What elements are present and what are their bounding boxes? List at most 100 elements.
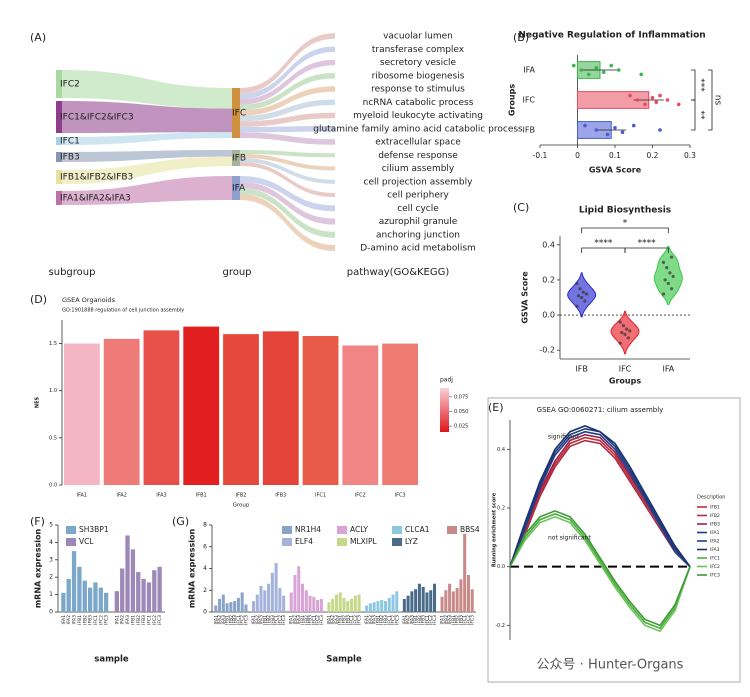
x-tick-label: IFC2 <box>353 615 359 625</box>
chart-title: GSEA Organoids <box>62 296 116 304</box>
sankey-flow <box>62 101 232 133</box>
legend-label: NR1H4 <box>295 525 321 534</box>
y-tick-label: 0.0 <box>49 483 57 489</box>
legend-swatch <box>282 526 292 534</box>
line <box>509 515 691 633</box>
legend-swatch <box>282 538 292 546</box>
x-tick-label: IFB3 <box>270 615 276 625</box>
violin <box>567 272 597 318</box>
bar <box>444 590 448 612</box>
x-tick-label: IFB3 <box>421 615 427 625</box>
bar <box>157 566 162 612</box>
x-tick-label: IFB3 <box>232 615 238 625</box>
pathway-label: anchoring junction <box>376 230 460 240</box>
legend-swatch <box>66 538 76 546</box>
data-point <box>669 255 674 259</box>
line <box>509 425 691 568</box>
x-tick-label: IFB3 <box>141 615 147 625</box>
bar <box>240 592 244 612</box>
x-tick-label: IFB2 <box>236 493 247 499</box>
x-tick-label: IFC1 <box>387 615 393 625</box>
legend-swatch <box>447 526 457 534</box>
bar <box>327 602 331 612</box>
data-point <box>620 130 625 134</box>
sankey-node <box>56 70 62 98</box>
pathway-label: myeloid leukocyte activating <box>353 111 483 121</box>
data-point <box>650 96 655 100</box>
pathway-label: secretory vesicle <box>380 58 457 68</box>
x-tick-label: IFA3 <box>409 615 415 625</box>
x-tick-label: IFA1 <box>213 615 219 625</box>
violin <box>610 311 640 355</box>
bar <box>448 583 452 612</box>
bar <box>125 535 130 612</box>
data-point <box>631 123 636 128</box>
x-tick-label: IFB1 <box>225 615 231 625</box>
x-tick-label: IFB1 <box>77 615 83 625</box>
x-axis-label: GSVA Score <box>589 166 642 175</box>
bar <box>82 580 87 612</box>
bar <box>350 598 354 612</box>
bar <box>395 591 399 612</box>
significance-label: **** <box>594 239 613 249</box>
significance-bracket <box>708 69 713 131</box>
colorbar-tick-label: 0.050 <box>454 409 468 415</box>
sankey-flow <box>240 59 335 105</box>
x-tick-label: IFA1 <box>114 615 120 625</box>
legend-swatch <box>392 526 402 534</box>
data-point <box>666 281 670 286</box>
x-axis-label: Group <box>233 503 250 509</box>
data-point <box>628 329 632 333</box>
y-tick-label: 1.5 <box>49 341 57 347</box>
legend-title: Description <box>697 495 725 501</box>
data-point <box>628 93 632 98</box>
bar <box>387 597 391 612</box>
data-point <box>601 70 606 74</box>
y-tick-label: 1 <box>49 591 53 598</box>
bar <box>71 551 77 612</box>
bar <box>63 343 100 485</box>
group-label: IFC <box>232 109 246 119</box>
colorbar-title: padj <box>440 377 453 384</box>
x-tick-label: IFC2 <box>466 615 472 625</box>
significance-label: ** <box>696 111 706 121</box>
line <box>509 430 691 568</box>
pathway-label: extracellular space <box>375 138 461 148</box>
line <box>509 513 691 630</box>
bar <box>414 589 418 612</box>
bar <box>440 596 444 612</box>
sankey-flow <box>240 158 335 184</box>
bar <box>331 598 335 612</box>
data-point <box>571 63 576 68</box>
bar <box>267 583 271 612</box>
legend-label: IFC3 <box>710 573 720 579</box>
data-point <box>583 299 587 303</box>
panel-label: (C) <box>513 201 529 214</box>
colorbar-tick-label: 0.075 <box>454 394 468 400</box>
bar <box>282 595 286 612</box>
x-tick-label: IFB1 <box>375 615 381 625</box>
data-point <box>618 341 622 345</box>
y-tick-label: 0.0 <box>542 311 555 320</box>
bar <box>421 586 425 612</box>
x-tick-label: IFB2 <box>342 615 348 625</box>
bar <box>183 326 220 485</box>
pathway-label: D-amino acid metabolism <box>360 244 476 254</box>
x-tick-label: IFA1 <box>61 615 67 625</box>
x-tick-label: IFC2 <box>98 615 104 625</box>
bar <box>66 578 71 612</box>
bar <box>365 605 369 612</box>
y-tick-label: 8 <box>203 522 207 529</box>
column-label: subgroup <box>49 267 96 278</box>
y-tick-label: -0.2 <box>539 346 555 355</box>
x-tick-label: IFC2 <box>355 493 366 499</box>
y-tick-label: IFB <box>523 126 535 135</box>
bar <box>297 566 301 612</box>
bar <box>433 583 437 612</box>
data-point <box>616 68 621 72</box>
bar <box>114 591 119 612</box>
x-tick-label: IFA2 <box>406 615 412 625</box>
panel-frame <box>487 397 741 683</box>
legend-swatch <box>337 538 347 546</box>
x-tick-label: IFB2 <box>455 615 461 625</box>
